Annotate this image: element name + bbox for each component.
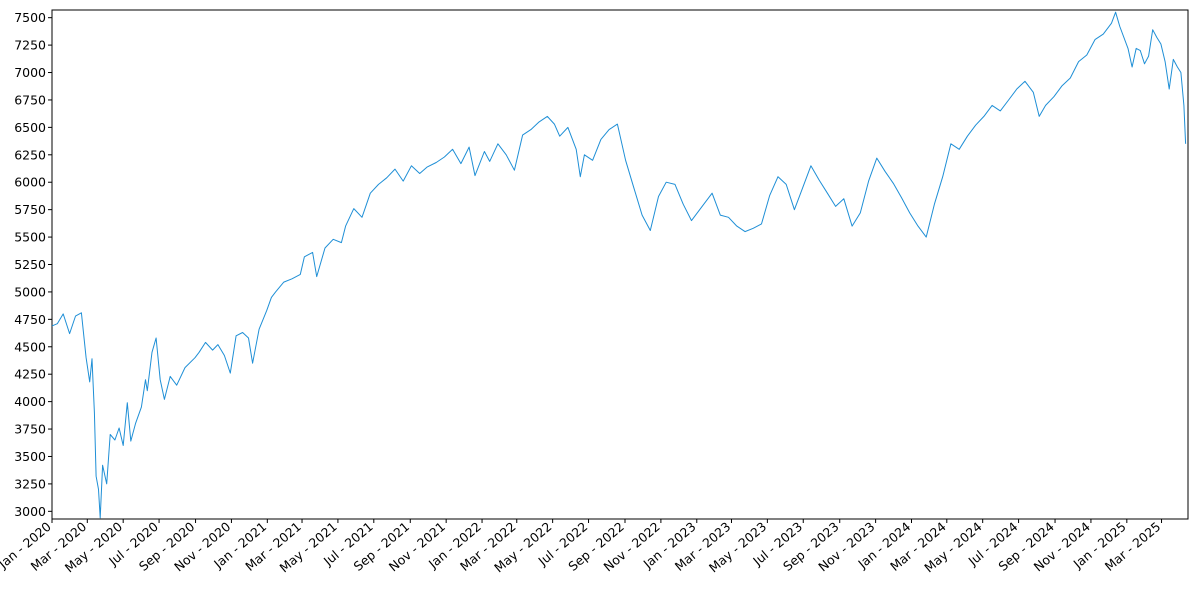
y-axis: 3000 3250 3500 3750 4000 4250 4500 4750 5000 5250… — [14, 10, 52, 519]
y-tick-label: 4750 — [14, 312, 46, 327]
y-tick-label: 7500 — [14, 10, 46, 25]
y-tick-label: 5000 — [14, 284, 46, 299]
y-tick-label: 7000 — [14, 65, 46, 80]
series-line-0 — [51, 11, 1187, 519]
y-tick-label: 3750 — [14, 422, 46, 437]
y-tick-label: 5250 — [14, 257, 46, 272]
y-tick-label: 4500 — [14, 339, 46, 354]
plot-frame — [51, 9, 1189, 520]
y-tick-label: 5500 — [14, 230, 46, 245]
y-tick-label: 6750 — [14, 92, 46, 107]
y-tick-label: 4000 — [14, 394, 46, 409]
y-tick-label: 3500 — [14, 449, 46, 464]
y-tick-label: 3000 — [14, 504, 46, 519]
y-tick-label: 6250 — [14, 147, 46, 162]
y-tick-label: 7250 — [14, 38, 46, 53]
y-tick-label: 6500 — [14, 120, 46, 135]
series-layer — [51, 11, 1187, 519]
y-tick-label: 4250 — [14, 367, 46, 382]
plot-area — [51, 9, 1189, 520]
y-tick-label: 6000 — [14, 175, 46, 190]
y-tick-label: 3250 — [14, 476, 46, 491]
y-tick-label: 5750 — [14, 202, 46, 217]
